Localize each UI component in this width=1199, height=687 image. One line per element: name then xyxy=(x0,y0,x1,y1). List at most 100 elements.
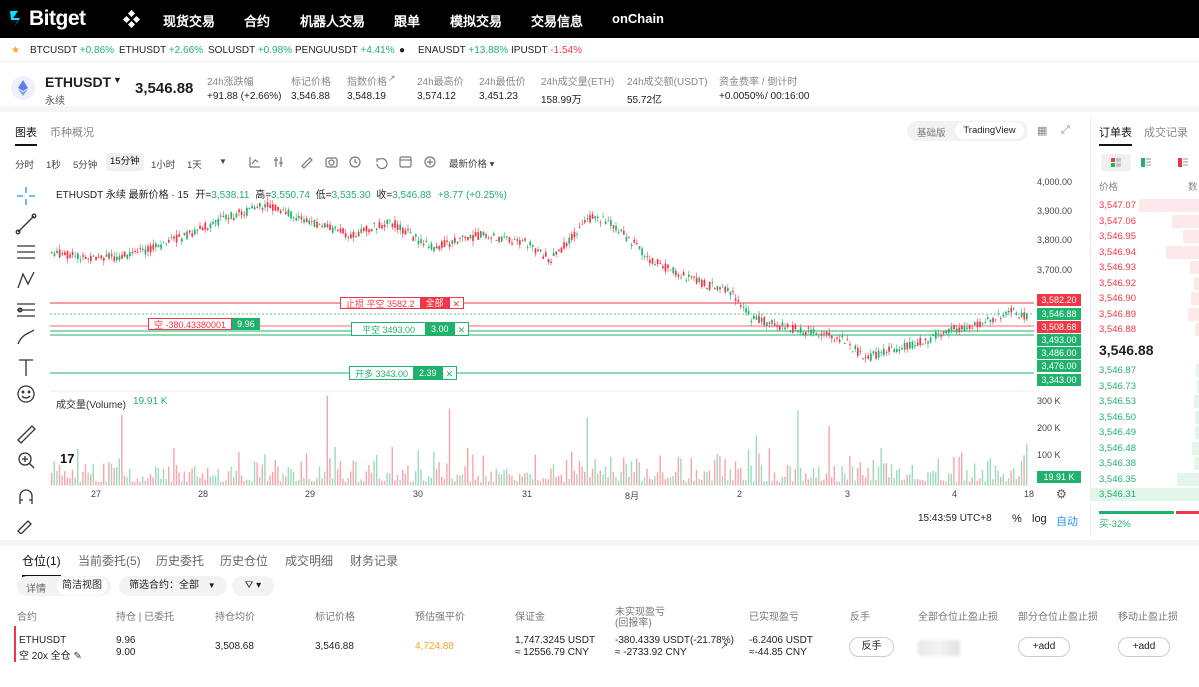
log-toggle[interactable]: log xyxy=(1032,513,1047,525)
tab-order-history[interactable]: 历史委托 xyxy=(156,554,205,568)
add-trailing-button[interactable]: +add xyxy=(1118,637,1170,657)
position-marker[interactable]: 空 -380.43380001 9.96 xyxy=(148,318,260,330)
ask-row[interactable]: 3,546.94 xyxy=(1090,245,1199,260)
interval-option[interactable]: 5分钟 xyxy=(73,160,98,171)
bid-row[interactable]: 3,546.35 xyxy=(1090,472,1199,487)
ticker-item[interactable]: ENAUSDT +13.88% xyxy=(418,45,509,56)
fullscreen-icon[interactable]: ⤢ xyxy=(1061,124,1070,136)
symbol-name[interactable]: ETHUSDT xyxy=(45,74,112,90)
tab-positions[interactable]: 仓位(1) xyxy=(22,552,61,577)
ask-row[interactable]: 3,546.88 xyxy=(1090,322,1199,337)
reverse-button[interactable]: 反手 xyxy=(849,637,894,657)
ticker-item[interactable]: IPUSDT -1.54% xyxy=(511,45,582,56)
col-margin[interactable]: 保证金 xyxy=(515,612,545,623)
cancel-order-icon[interactable]: ✕ xyxy=(453,322,470,336)
pos-margin[interactable]: 1,747.3245 USDT xyxy=(515,635,596,646)
ask-row[interactable]: 3,546.95 xyxy=(1090,229,1199,244)
ask-row[interactable]: 3,547.06 xyxy=(1090,214,1199,229)
brand-logo[interactable]: Bitget xyxy=(6,7,86,31)
interval-active[interactable]: 15分钟 xyxy=(106,153,144,171)
ob-view-asks-icon[interactable] xyxy=(1172,154,1194,171)
nav-bots[interactable]: 机器人交易 xyxy=(300,14,366,29)
symbol-dropdown-icon[interactable]: ▼ xyxy=(113,75,122,85)
nav-onchain[interactable]: onChain xyxy=(612,11,664,26)
layout-grid-icon[interactable]: ▦ xyxy=(1037,125,1048,137)
tpsl-all-blurred[interactable] xyxy=(918,640,960,656)
pos-side[interactable]: 空 20x 全仓 ✎ xyxy=(19,651,82,662)
ask-row[interactable]: 3,546.89 xyxy=(1090,307,1199,322)
candle-body xyxy=(386,219,389,225)
drawing-toolbar[interactable] xyxy=(14,184,38,534)
cancel-order-icon[interactable]: ✕ xyxy=(441,366,458,380)
tab-chart[interactable]: 图表 xyxy=(15,124,37,146)
tab-coin-info[interactable]: 币种概况 xyxy=(50,127,94,139)
bid-row[interactable]: 3,546.38 xyxy=(1090,456,1199,471)
bid-row[interactable]: 3,546.49 xyxy=(1090,425,1199,440)
nav-info[interactable]: 交易信息 xyxy=(531,14,584,29)
filter-button[interactable]: ⛛ ▾ xyxy=(232,576,274,596)
ticker-item[interactable]: SOLUSDT +0.98% xyxy=(208,45,293,56)
bid-row[interactable]: 3,546.87 xyxy=(1090,363,1199,378)
bid-row[interactable]: 3,546.73 xyxy=(1090,379,1199,394)
ob-view-bids-icon[interactable] xyxy=(1135,154,1157,171)
ask-row[interactable]: 3,546.93 xyxy=(1090,260,1199,275)
share-icon[interactable]: ↗ xyxy=(720,641,729,652)
view-compact[interactable]: 简洁视图 xyxy=(57,577,107,595)
favorite-star-icon[interactable]: ★ xyxy=(11,45,20,56)
ob-price: 3,546.93 xyxy=(1099,262,1136,273)
tab-trades[interactable]: 成交记录 xyxy=(1144,127,1188,139)
ticker-item[interactable]: BTCUSDT +0.86% xyxy=(30,45,115,56)
col-upnl[interactable]: 未实现盈亏 xyxy=(615,607,665,618)
nav-spot[interactable]: 现货交易 xyxy=(163,14,216,29)
ticker-item[interactable]: PENGUUSDT +4.41% xyxy=(295,45,395,56)
external-link-icon[interactable]: ↗ xyxy=(388,73,396,83)
apps-grid-icon[interactable] xyxy=(122,10,140,28)
tab-open-orders[interactable]: 当前委托(5) xyxy=(78,554,141,568)
tab-orderbook[interactable]: 订单表 xyxy=(1099,124,1132,146)
ask-row[interactable]: 3,546.90 xyxy=(1090,291,1199,306)
view-basic[interactable]: 基础版 xyxy=(917,128,946,139)
open-long-order[interactable]: 开多 3343.00 2.39 ✕ xyxy=(349,366,458,380)
candlestick-chart[interactable] xyxy=(50,180,1034,485)
contract-filter[interactable]: 筛选合约：全部 ▼ xyxy=(119,576,227,596)
ask-row[interactable]: 3,547.07 xyxy=(1090,198,1199,213)
edit-leverage-icon[interactable]: ✎ xyxy=(73,651,82,662)
view-tradingview[interactable]: TradingView xyxy=(955,122,1024,139)
volume-bar xyxy=(64,471,66,485)
bid-row[interactable]: 3,546.53 xyxy=(1090,394,1199,409)
ob-view-both-icon[interactable] xyxy=(1101,154,1131,171)
bid-row[interactable]: 3,546.50 xyxy=(1090,410,1199,425)
interval-option[interactable]: 分时 xyxy=(15,160,35,171)
ticker-item[interactable]: ETHUSDT +2.66% xyxy=(119,45,204,56)
volume-bar xyxy=(823,479,825,485)
interval-option[interactable]: 1天 xyxy=(187,160,202,171)
tradingview-logo-icon[interactable]: 17 xyxy=(60,451,75,466)
tab-trade-details[interactable]: 成交明细 xyxy=(285,554,334,568)
percent-toggle[interactable]: % xyxy=(1012,513,1022,525)
tab-finance[interactable]: 财务记录 xyxy=(350,554,399,568)
view-detail[interactable]: 详情 xyxy=(26,584,46,595)
ask-row[interactable]: 3,546.92 xyxy=(1090,276,1199,291)
tab-position-history[interactable]: 历史仓位 xyxy=(220,554,269,568)
cancel-order-icon[interactable]: ✕ xyxy=(448,297,465,309)
nav-demo[interactable]: 模拟交易 xyxy=(450,14,503,29)
nav-futures[interactable]: 合约 xyxy=(244,14,271,29)
price-type-select[interactable]: 最新价格 ▾ xyxy=(449,159,495,170)
interval-option[interactable]: 1小时 xyxy=(151,160,176,171)
chart-toolbar-icons[interactable] xyxy=(246,154,446,170)
time-axis[interactable] xyxy=(50,485,1034,503)
chart-settings-icon[interactable]: ⚙ xyxy=(1056,487,1067,501)
bid-row[interactable]: 3,546.31 xyxy=(1090,487,1199,502)
nav-copy[interactable]: 跟单 xyxy=(394,14,421,29)
add-partial-tpsl-button[interactable]: +add xyxy=(1018,637,1070,657)
bid-row[interactable]: 3,546.48 xyxy=(1090,441,1199,456)
col-rpnl[interactable]: 已实现盈亏 xyxy=(749,612,799,623)
volume-bar xyxy=(412,481,414,485)
col-position[interactable]: 持仓 | 已委托 xyxy=(116,612,175,623)
pos-symbol[interactable]: ETHUSDT xyxy=(19,635,67,646)
auto-scale-toggle[interactable]: 自动 xyxy=(1056,516,1078,528)
close-short-order[interactable]: 平空 3493.00 3.00 ✕ xyxy=(351,322,470,336)
stop-loss-order[interactable]: 止损 平空 3582.2 全部 ✕ xyxy=(340,297,465,309)
interval-dropdown-icon[interactable]: ▼ xyxy=(219,157,227,166)
interval-option[interactable]: 1秒 xyxy=(46,160,61,171)
